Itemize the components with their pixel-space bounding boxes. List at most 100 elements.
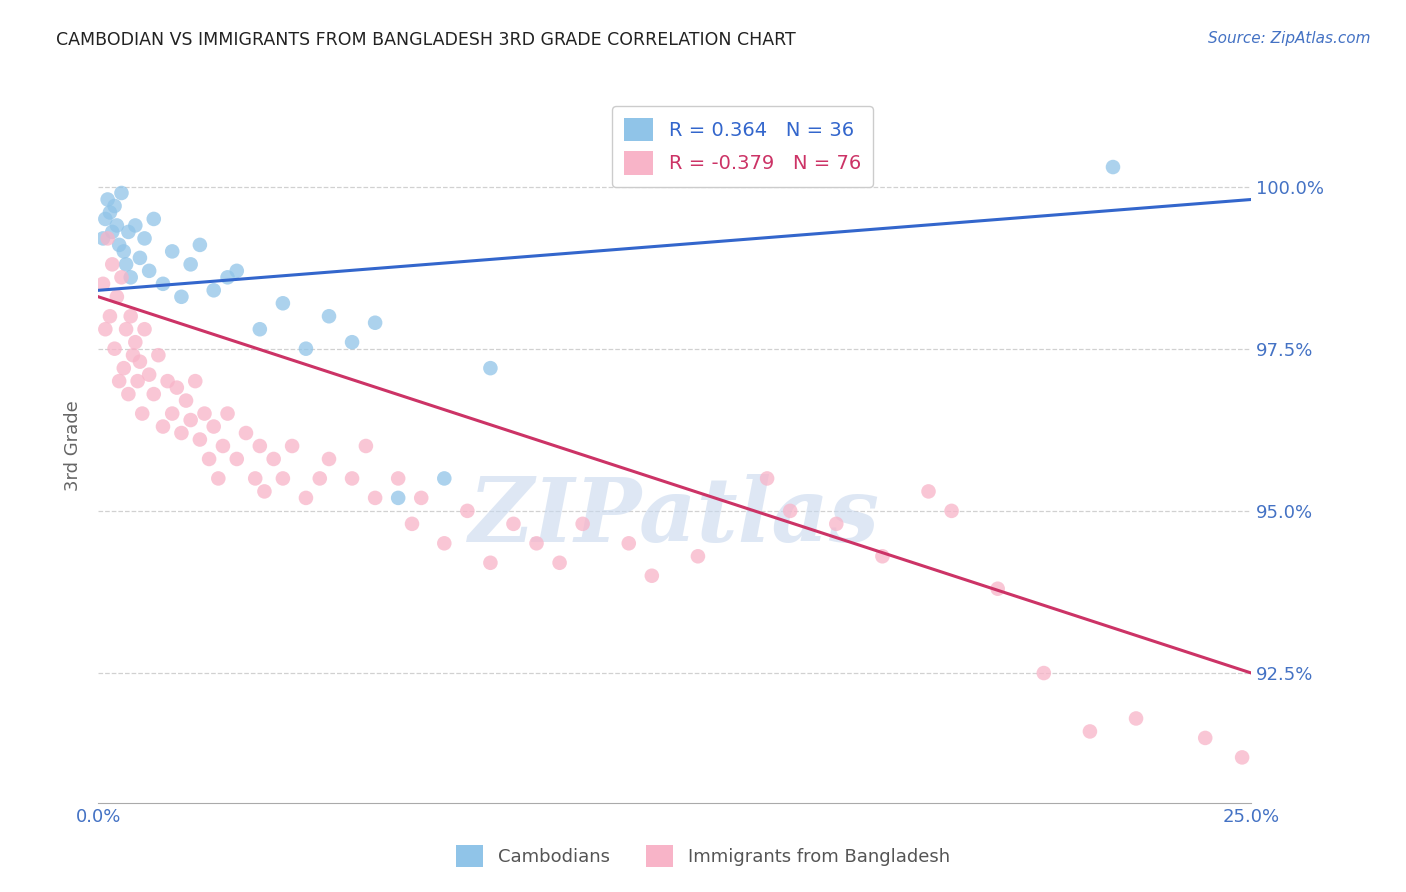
Point xyxy=(686,549,709,564)
Point xyxy=(1230,750,1253,764)
Point xyxy=(202,283,225,297)
Point xyxy=(174,393,197,408)
Text: CAMBODIAN VS IMMIGRANTS FROM BANGLADESH 3RD GRADE CORRELATION CHART: CAMBODIAN VS IMMIGRANTS FROM BANGLADESH … xyxy=(56,31,796,49)
Point xyxy=(456,504,478,518)
Point xyxy=(103,199,125,213)
Point xyxy=(571,516,593,531)
Point xyxy=(617,536,640,550)
Point xyxy=(120,310,142,324)
Point xyxy=(872,549,894,564)
Point xyxy=(281,439,304,453)
Point xyxy=(117,225,139,239)
Point xyxy=(103,342,125,356)
Point xyxy=(124,219,146,233)
Point xyxy=(1194,731,1216,745)
Point xyxy=(401,516,423,531)
Point xyxy=(364,316,387,330)
Point xyxy=(91,231,114,245)
Point xyxy=(1032,666,1054,681)
Point xyxy=(249,439,271,453)
Point xyxy=(122,348,145,362)
Point xyxy=(188,238,211,252)
Point xyxy=(235,425,257,440)
Point xyxy=(1078,724,1101,739)
Point xyxy=(105,219,128,233)
Point xyxy=(433,536,456,550)
Point xyxy=(318,452,340,467)
Point xyxy=(170,290,193,304)
Point xyxy=(225,264,247,278)
Point xyxy=(354,439,377,453)
Point xyxy=(502,516,524,531)
Point xyxy=(115,322,138,336)
Point xyxy=(271,471,294,485)
Point xyxy=(129,251,152,265)
Point xyxy=(364,491,387,505)
Point xyxy=(479,556,502,570)
Point xyxy=(94,211,117,226)
Point xyxy=(101,225,124,239)
Point xyxy=(825,516,848,531)
Point xyxy=(131,407,153,421)
Legend: R = 0.364   N = 36, R = -0.379   N = 76: R = 0.364 N = 36, R = -0.379 N = 76 xyxy=(613,106,873,186)
Point xyxy=(548,556,571,570)
Point xyxy=(127,374,149,388)
Point xyxy=(184,374,207,388)
Point xyxy=(160,244,183,259)
Point xyxy=(160,407,183,421)
Point xyxy=(129,354,152,368)
Point xyxy=(138,264,160,278)
Point xyxy=(97,193,120,207)
Point xyxy=(1125,711,1147,725)
Point xyxy=(411,491,433,505)
Point xyxy=(756,471,779,485)
Point xyxy=(433,471,456,485)
Point xyxy=(110,270,132,285)
Point xyxy=(193,407,215,421)
Point xyxy=(134,322,156,336)
Point xyxy=(249,322,271,336)
Point xyxy=(98,205,121,219)
Point xyxy=(110,186,132,200)
Point xyxy=(387,471,409,485)
Point xyxy=(152,277,174,291)
Point xyxy=(97,231,120,245)
Point xyxy=(188,433,211,447)
Point xyxy=(1102,160,1125,174)
Legend: Cambodians, Immigrants from Bangladesh: Cambodians, Immigrants from Bangladesh xyxy=(449,838,957,874)
Point xyxy=(263,452,285,467)
Point xyxy=(180,257,202,271)
Point xyxy=(987,582,1010,596)
Point xyxy=(295,491,318,505)
Point xyxy=(166,381,188,395)
Point xyxy=(148,348,170,362)
Point xyxy=(198,452,221,467)
Point xyxy=(142,211,165,226)
Point xyxy=(779,504,801,518)
Point xyxy=(170,425,193,440)
Point xyxy=(217,407,239,421)
Point xyxy=(526,536,548,550)
Point xyxy=(941,504,963,518)
Point xyxy=(112,361,135,376)
Point xyxy=(225,452,247,467)
Point xyxy=(180,413,202,427)
Point xyxy=(152,419,174,434)
Text: Source: ZipAtlas.com: Source: ZipAtlas.com xyxy=(1208,31,1371,46)
Point xyxy=(340,335,363,350)
Point xyxy=(308,471,330,485)
Text: ZIPatlas: ZIPatlas xyxy=(470,475,880,560)
Point xyxy=(115,257,138,271)
Point xyxy=(245,471,267,485)
Point xyxy=(101,257,124,271)
Point xyxy=(108,374,131,388)
Point xyxy=(641,568,664,582)
Point xyxy=(105,290,128,304)
Point xyxy=(98,310,121,324)
Y-axis label: 3rd Grade: 3rd Grade xyxy=(65,401,83,491)
Point xyxy=(387,491,409,505)
Point xyxy=(253,484,276,499)
Point xyxy=(156,374,179,388)
Point xyxy=(94,322,117,336)
Point xyxy=(108,238,131,252)
